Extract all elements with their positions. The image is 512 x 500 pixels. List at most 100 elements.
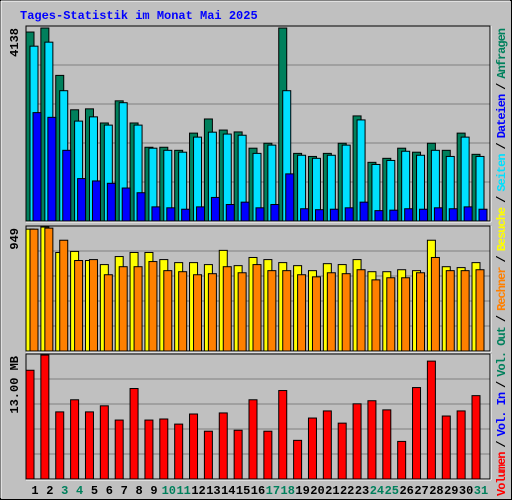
x-tick-label: 12 bbox=[191, 484, 205, 498]
y-tick-label: 13.00 MB bbox=[8, 356, 22, 414]
bar bbox=[103, 274, 113, 352]
bar bbox=[178, 271, 188, 352]
legend-separator: / bbox=[495, 440, 509, 447]
bar bbox=[341, 273, 351, 352]
x-tick-label: 5 bbox=[91, 484, 98, 498]
legend-entry: Seiten bbox=[495, 153, 509, 191]
bar bbox=[189, 413, 199, 480]
bar bbox=[337, 422, 347, 480]
bar bbox=[148, 261, 158, 352]
bar bbox=[252, 264, 262, 352]
legend-entry: Rechner bbox=[495, 267, 509, 311]
bar bbox=[344, 207, 354, 222]
bar bbox=[445, 270, 455, 352]
bar bbox=[240, 201, 250, 222]
x-tick-label: 18 bbox=[281, 484, 295, 498]
bar bbox=[163, 270, 173, 352]
bar bbox=[91, 180, 101, 222]
bar bbox=[248, 399, 258, 480]
bar bbox=[25, 369, 35, 480]
bar bbox=[133, 266, 143, 352]
bar bbox=[426, 360, 436, 480]
x-tick-label: 22 bbox=[340, 484, 354, 498]
x-tick-label: 16 bbox=[251, 484, 265, 498]
bar bbox=[237, 272, 247, 352]
x-tick-label: 10 bbox=[162, 484, 176, 498]
bar bbox=[263, 430, 273, 480]
bar bbox=[448, 208, 458, 222]
bar bbox=[151, 206, 161, 222]
x-tick-label: 26 bbox=[399, 484, 413, 498]
x-tick-label: 28 bbox=[429, 484, 443, 498]
bar bbox=[322, 410, 332, 480]
bar bbox=[382, 409, 392, 480]
bar bbox=[88, 259, 98, 352]
x-tick-label: 31 bbox=[474, 484, 488, 498]
bar bbox=[314, 209, 324, 222]
bar bbox=[233, 429, 243, 480]
bar bbox=[32, 112, 42, 222]
bar bbox=[47, 116, 57, 222]
bar bbox=[456, 410, 466, 480]
chart-title: Tages-Statistik im Monat Mai 2025 bbox=[20, 9, 258, 23]
plot-border bbox=[25, 225, 491, 352]
bar bbox=[114, 419, 124, 480]
bar bbox=[99, 405, 109, 480]
bar bbox=[475, 269, 485, 352]
bar bbox=[55, 411, 65, 480]
bar bbox=[174, 423, 184, 480]
bar bbox=[311, 276, 321, 352]
bar bbox=[352, 403, 362, 480]
bar bbox=[329, 208, 339, 222]
bar bbox=[356, 269, 366, 352]
bar bbox=[129, 388, 139, 480]
x-tick-label: 9 bbox=[150, 484, 157, 498]
bar bbox=[460, 270, 470, 352]
legend-separator: / bbox=[495, 381, 509, 388]
bar bbox=[136, 192, 146, 222]
x-tick-label: 6 bbox=[106, 484, 113, 498]
bar bbox=[84, 411, 94, 480]
legend-separator: / bbox=[495, 196, 509, 203]
x-tick-label: 29 bbox=[444, 484, 458, 498]
bar bbox=[166, 207, 176, 222]
bar bbox=[297, 274, 307, 352]
bar bbox=[300, 208, 310, 222]
bar bbox=[29, 228, 39, 352]
x-tick-label: 11 bbox=[176, 484, 190, 498]
bar bbox=[203, 430, 213, 480]
plot-border bbox=[25, 25, 491, 222]
bar bbox=[255, 207, 265, 222]
bar bbox=[404, 208, 414, 222]
bar bbox=[441, 415, 451, 480]
legend-entry: Dateien bbox=[495, 94, 509, 138]
x-tick-label: 23 bbox=[355, 484, 369, 498]
bar bbox=[267, 270, 277, 352]
bar bbox=[210, 196, 220, 222]
x-tick-label: 25 bbox=[385, 484, 399, 498]
x-tick-label: 8 bbox=[135, 484, 142, 498]
legend: Volumen / Vol. In / Vol. Out / Rechner / Besuche… bbox=[495, 28, 509, 496]
bar bbox=[416, 272, 426, 352]
bar bbox=[40, 354, 50, 480]
bar bbox=[463, 206, 473, 222]
x-tick-label: 30 bbox=[459, 484, 473, 498]
bar bbox=[326, 272, 336, 352]
bar bbox=[389, 209, 399, 222]
bar bbox=[293, 439, 303, 480]
legend-entry: Vol. In bbox=[495, 392, 509, 436]
bar bbox=[278, 390, 288, 480]
legend-entry: Besuche bbox=[495, 207, 509, 251]
bar bbox=[359, 201, 369, 222]
bar bbox=[77, 178, 87, 222]
bar bbox=[106, 182, 116, 222]
bar bbox=[374, 210, 384, 222]
legend-separator: / bbox=[495, 83, 509, 90]
y-tick-label: 949 bbox=[8, 228, 22, 250]
bar bbox=[225, 204, 235, 222]
x-tick-label: 19 bbox=[295, 484, 309, 498]
legend-entry: Anfragen bbox=[495, 28, 509, 79]
bar bbox=[62, 149, 72, 222]
bar bbox=[159, 418, 169, 480]
bar bbox=[397, 440, 407, 480]
